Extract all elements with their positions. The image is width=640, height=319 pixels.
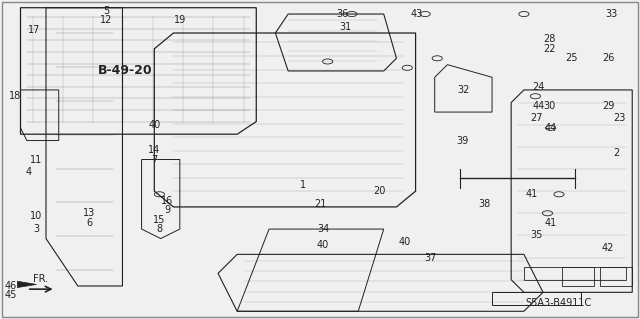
Text: 5: 5 [104,6,109,16]
Text: S5A3-B4911C: S5A3-B4911C [526,298,592,308]
Text: 39: 39 [456,136,469,145]
Text: 18: 18 [10,91,22,101]
Text: 20: 20 [374,186,386,196]
Text: 14: 14 [148,145,161,155]
Text: 40: 40 [399,237,411,247]
Text: FR.: FR. [33,274,49,285]
Text: 40: 40 [317,240,330,250]
Bar [562,267,594,286]
Text: 22: 22 [543,44,556,54]
Text: 23: 23 [613,113,626,123]
Text: 33: 33 [605,9,618,19]
Text: 11: 11 [30,154,43,165]
Text: 1: 1 [300,180,306,190]
Text: 10: 10 [30,211,43,221]
Text: 42: 42 [602,243,614,253]
Text: 30: 30 [543,101,556,111]
Text: 43: 43 [411,9,423,19]
Text: 28: 28 [543,34,556,44]
Text: 26: 26 [602,53,614,63]
Bar [600,267,632,286]
Text: 12: 12 [100,15,113,26]
Polygon shape [17,281,36,287]
Text: 41: 41 [525,189,538,199]
Text: 21: 21 [314,199,326,209]
Text: 34: 34 [317,224,330,234]
Text: 19: 19 [173,15,186,26]
Text: 45: 45 [4,291,17,300]
Text: B-49-20: B-49-20 [99,64,153,78]
Text: 27: 27 [531,113,543,123]
Text: 8: 8 [156,224,163,234]
Bar [492,292,581,305]
Text: 35: 35 [531,230,543,241]
Text: 2: 2 [613,148,620,158]
Text: 4: 4 [25,167,31,177]
Text: 16: 16 [161,196,173,206]
Text: 13: 13 [83,208,95,218]
Text: 15: 15 [153,215,166,225]
Text: 17: 17 [28,25,41,35]
Text: 40: 40 [148,120,161,130]
Text: 9: 9 [164,205,170,215]
Text: 44: 44 [532,101,545,111]
Text: 44: 44 [545,123,557,133]
Text: 6: 6 [86,218,92,228]
Text: 31: 31 [339,22,351,32]
Text: 41: 41 [545,218,557,228]
Bar [524,267,626,280]
Text: 38: 38 [478,199,490,209]
Text: 32: 32 [457,85,470,95]
Text: 3: 3 [33,224,40,234]
Text: 46: 46 [5,281,17,291]
Text: 7: 7 [151,154,157,165]
Text: 24: 24 [532,82,545,92]
Text: 36: 36 [336,9,348,19]
Text: 29: 29 [602,101,614,111]
Text: 25: 25 [566,53,578,63]
Text: 37: 37 [425,253,437,263]
